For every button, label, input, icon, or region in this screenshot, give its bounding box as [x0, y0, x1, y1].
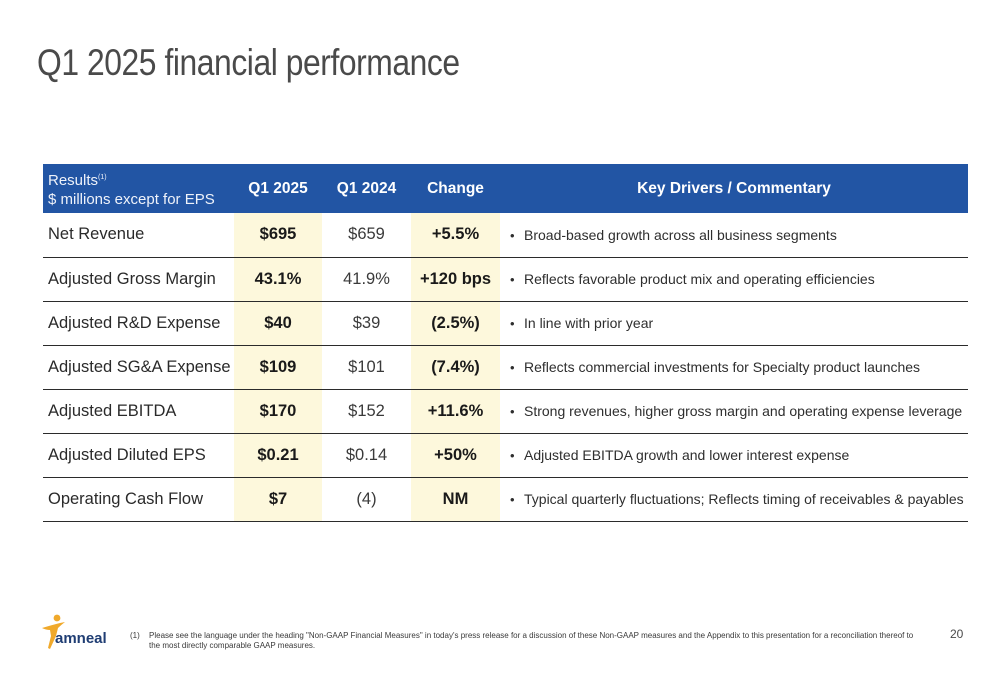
- bullet-icon: •: [510, 316, 515, 331]
- header-row: Results(1) $ millions except for EPS Q1 …: [43, 164, 968, 213]
- bullet-icon: •: [510, 492, 515, 507]
- q1-2025-cell: $170: [234, 389, 322, 433]
- commentary-cell: • Reflects commercial investments for Spe…: [500, 345, 968, 389]
- footnote-number: (1): [130, 631, 140, 640]
- change-cell: +5.5%: [411, 213, 500, 257]
- commentary-text: Typical quarterly fluctuations; Reflects…: [524, 491, 964, 507]
- q1-2025-cell: $7: [234, 477, 322, 521]
- commentary-text: Broad-based growth across all business s…: [524, 226, 837, 243]
- person-star-icon: amneal: [42, 614, 107, 649]
- q1-2024-cell: $39: [352, 313, 381, 332]
- commentary-text: Adjusted EBITDA growth and lower interes…: [524, 447, 850, 463]
- q1-2024-cell: 41.9%: [343, 269, 390, 288]
- results-label: Results: [48, 172, 99, 189]
- change-cell: +11.6%: [411, 389, 500, 433]
- change-cell: +120 bps: [411, 257, 500, 301]
- company-logo: amneal: [38, 612, 118, 652]
- table-row: Adjusted EBITDA $170 $152 +11.6% • Strong…: [43, 389, 968, 433]
- table-row: Adjusted SG&A Expense $109 $101 (7.4%) •…: [43, 345, 968, 389]
- table-body: Net Revenue $695 $659 +5.5% • Broad-based…: [43, 213, 968, 521]
- metric-cell: Net Revenue: [48, 225, 145, 244]
- units-label: $ millions except for EPS: [48, 191, 215, 208]
- change-cell: (7.4%): [411, 345, 500, 389]
- bullet-icon: •: [510, 272, 515, 287]
- q1-2024-cell: (4): [356, 489, 377, 508]
- header-q1-2024: Q1 2024: [336, 179, 397, 197]
- header-change: Change: [427, 179, 484, 197]
- commentary-cell: • Adjusted EBITDA growth and lower intere…: [500, 433, 968, 477]
- commentary-text: Strong revenues, higher gross margin and…: [524, 403, 963, 419]
- logo-wordmark: amneal: [55, 630, 107, 647]
- commentary-cell: • Typical quarterly fluctuations; Reflect…: [500, 477, 968, 521]
- results-header-cell: Results(1) $ millions except for EPS: [43, 164, 234, 213]
- header-commentary: Key Drivers / Commentary: [637, 179, 831, 197]
- q1-2024-cell: $152: [348, 401, 385, 420]
- commentary-cell: • Reflects favorable product mix and oper…: [500, 257, 968, 301]
- page-title: Q1 2025 financial performance: [37, 42, 460, 83]
- q1-2025-cell: $695: [234, 213, 322, 257]
- metric-cell: Adjusted EBITDA: [48, 401, 177, 420]
- commentary-text: Reflects favorable product mix and opera…: [524, 271, 875, 287]
- q1-2025-cell: 43.1%: [234, 257, 322, 301]
- footnote-ref: (1): [98, 174, 107, 181]
- commentary-cell: • Strong revenues, higher gross margin an…: [500, 389, 968, 433]
- metric-cell: Adjusted SG&A Expense: [48, 357, 231, 376]
- commentary-cell: • Broad-based growth across all business …: [500, 213, 968, 257]
- change-cell: NM: [411, 477, 500, 521]
- q1-2024-cell: $101: [348, 357, 385, 376]
- q1-2024-cell: $0.14: [345, 445, 388, 464]
- commentary-text: In line with prior year: [524, 315, 654, 331]
- table-row: Adjusted Gross Margin 43.1% 41.9% +120 b…: [43, 257, 968, 301]
- q1-2025-cell: $109: [234, 345, 322, 389]
- change-cell: +50%: [411, 433, 500, 477]
- commentary-cell: • In line with prior year: [500, 301, 968, 345]
- bullet-icon: •: [510, 448, 515, 463]
- table-row: Net Revenue $695 $659 +5.5% • Broad-based…: [43, 213, 968, 257]
- table-row: Adjusted Diluted EPS $0.21 $0.14 +50% • A…: [43, 433, 968, 477]
- change-cell: (2.5%): [411, 301, 500, 345]
- metric-cell: Adjusted Gross Margin: [48, 269, 216, 288]
- results-table: Results(1) $ millions except for EPS Q1 …: [43, 164, 968, 522]
- table-header: Results(1) $ millions except for EPS Q1 …: [43, 164, 968, 213]
- q1-2025-cell: $0.21: [234, 433, 322, 477]
- header-q1-2025: Q1 2025: [248, 179, 308, 197]
- table-row: Adjusted R&D Expense $40 $39 (2.5%) • In …: [43, 301, 968, 345]
- commentary-text: Reflects commercial investments for Spec…: [524, 359, 921, 375]
- q1-2024-cell: $659: [348, 225, 385, 244]
- footnote-text: Please see the language under the headin…: [149, 631, 914, 650]
- metric-cell: Adjusted Diluted EPS: [48, 445, 206, 464]
- bullet-icon: •: [510, 360, 515, 375]
- bullet-icon: •: [510, 227, 515, 243]
- footnote: (1) Please see the language under the he…: [130, 631, 920, 651]
- q1-2025-cell: $40: [234, 301, 322, 345]
- page-number: 20: [950, 627, 964, 641]
- metric-cell: Adjusted R&D Expense: [48, 313, 221, 332]
- metric-cell: Operating Cash Flow: [48, 489, 203, 508]
- table-row: Operating Cash Flow $7 (4) NM • Typical q…: [43, 477, 968, 521]
- bullet-icon: •: [510, 404, 515, 419]
